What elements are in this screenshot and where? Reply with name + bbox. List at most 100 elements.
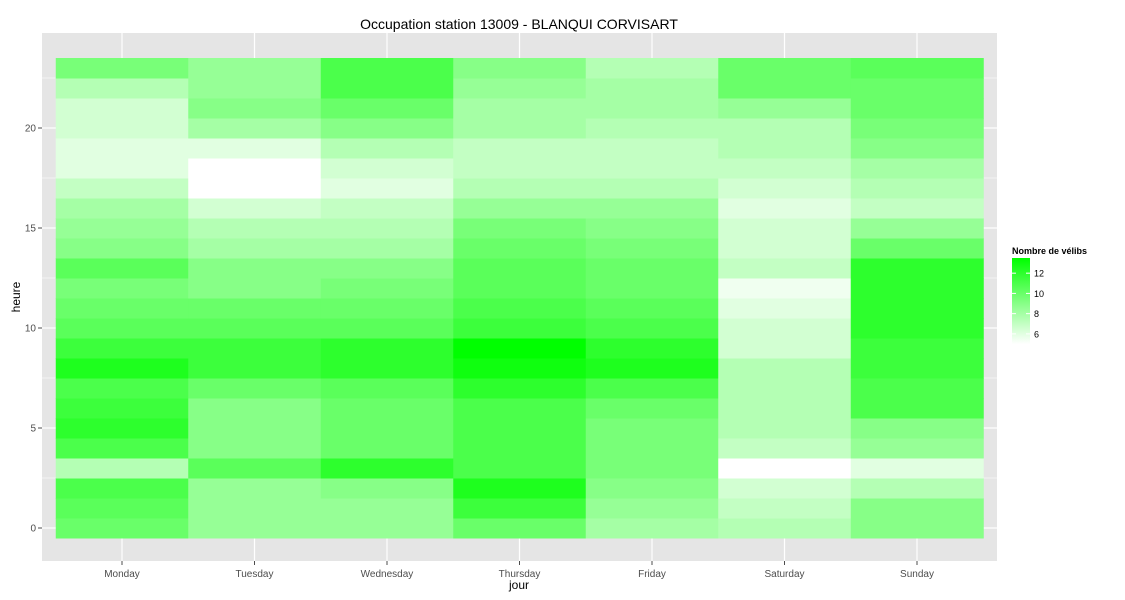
heatmap-cell: Thursday 13h: 10.5 — [453, 258, 587, 279]
heatmap-cell: Monday 1h: 10.5 — [55, 498, 189, 519]
heatmap-cell: Friday 0h: 8 — [585, 518, 719, 539]
heatmap-cell: Thursday 17h: 7.5 — [453, 178, 587, 199]
heatmap-cell: Tuesday 3h: 10.5 — [188, 458, 322, 479]
heatmap-cell: Tuesday 20h: 8 — [188, 118, 322, 139]
heatmap-cell: Sunday 7h: 11 — [850, 378, 984, 399]
x-tick-label: Tuesday — [236, 569, 274, 580]
heatmap-cell: Sunday 5h: 9 — [850, 418, 984, 439]
heatmap-cell: Thursday 22h: 8.5 — [453, 78, 587, 99]
heatmap-cell: Thursday 19h: 7 — [453, 138, 587, 159]
heatmap-cell: Tuesday 4h: 9 — [188, 438, 322, 459]
heatmap-cell: Sunday 9h: 11.5 — [850, 338, 984, 359]
heatmap-cell: Saturday 10h: 6.5 — [718, 318, 852, 339]
heatmap-cell: Sunday 19h: 9 — [850, 138, 984, 159]
heatmap-cell: Saturday 17h: 6.5 — [718, 178, 852, 199]
x-tick-label: Sunday — [900, 569, 934, 580]
heatmap-cell: Thursday 11h: 11 — [453, 298, 587, 319]
heatmap-cell: Tuesday 22h: 8.5 — [188, 78, 322, 99]
heatmap-cell: Saturday 7h: 7.5 — [718, 378, 852, 399]
heatmap-cell: Monday 14h: 9 — [55, 238, 189, 259]
heatmap-cell: Monday 20h: 6.5 — [55, 118, 189, 139]
legend-color-bar — [1012, 258, 1030, 344]
heatmap-cell: Wednesday 14h: 8 — [320, 238, 454, 259]
heatmap-cell: Tuesday 16h: 6.5 — [188, 198, 322, 219]
heatmap-cell: Thursday 21h: 8 — [453, 98, 587, 119]
heatmap-cell: Wednesday 16h: 7 — [320, 198, 454, 219]
y-axis: 0 5 10 15 20 — [25, 124, 42, 535]
heatmap-cell: Tuesday 12h: 9 — [188, 278, 322, 299]
heatmap-cell: Saturday 2h: 6.5 — [718, 478, 852, 499]
heatmap-cell: Sunday 15h: 8.5 — [850, 218, 984, 239]
heatmap-cell: Thursday 23h: 9 — [453, 58, 587, 79]
heatmap-cell: Friday 17h: 7.5 — [585, 178, 719, 199]
heatmap-cell: Tuesday 6h: 9 — [188, 398, 322, 419]
heatmap-cell: Friday 11h: 10.5 — [585, 298, 719, 319]
heatmap-cell: Monday 9h: 11.5 — [55, 338, 189, 359]
heatmap-cell: Monday 4h: 11 — [55, 438, 189, 459]
y-tick-label: 5 — [30, 424, 36, 435]
heatmap-cell: Tuesday 13h: 9 — [188, 258, 322, 279]
heatmap-cell: Friday 19h: 7 — [585, 138, 719, 159]
heatmap-cell: Friday 18h: 7 — [585, 158, 719, 179]
heatmap-cell: Monday 16h: 8 — [55, 198, 189, 219]
heatmap-cell: Wednesday 3h: 12 — [320, 458, 454, 479]
heatmap-cell: Wednesday 5h: 10 — [320, 418, 454, 439]
heatmap-cell: Friday 3h: 9.5 — [585, 458, 719, 479]
heatmap-cell: Friday 22h: 8 — [585, 78, 719, 99]
heatmap-cell: Saturday 23h: 10 — [718, 58, 852, 79]
heatmap-cell: Thursday 15h: 9.5 — [453, 218, 587, 239]
heatmap-cell: Saturday 19h: 7.5 — [718, 138, 852, 159]
heatmap-cell: Monday 3h: 7.5 — [55, 458, 189, 479]
heatmap-cell: Sunday 21h: 10 — [850, 98, 984, 119]
heatmap-cell: Sunday 13h: 12 — [850, 258, 984, 279]
heatmap-cell: Wednesday 11h: 10 — [320, 298, 454, 319]
heatmap-cell: Saturday 13h: 7 — [718, 258, 852, 279]
heatmap-cell: Wednesday 12h: 9.5 — [320, 278, 454, 299]
heatmap-cell: Tuesday 0h: 8.5 — [188, 518, 322, 539]
heatmap-cell: Thursday 8h: 13 — [453, 358, 587, 379]
heatmap-cell: Sunday 20h: 9.5 — [850, 118, 984, 139]
heatmap-cell: Wednesday 17h: 6 — [320, 178, 454, 199]
heatmap-cell: Friday 9h: 12 — [585, 338, 719, 359]
x-axis-title: jour — [508, 578, 529, 592]
heatmap-cell: Thursday 9h: 13.5 — [453, 338, 587, 359]
heatmap-cell: Friday 21h: 8 — [585, 98, 719, 119]
heatmap-cell: Tuesday 9h: 11.5 — [188, 338, 322, 359]
heatmap-cell: Tuesday 21h: 9 — [188, 98, 322, 119]
heatmap-cell: Monday 15h: 8.5 — [55, 218, 189, 239]
heatmap-cell: Monday 19h: 6 — [55, 138, 189, 159]
heatmap-cell: Wednesday 23h: 11 — [320, 58, 454, 79]
heatmap-cell: Thursday 3h: 11 — [453, 458, 587, 479]
heatmap-cell: Monday 13h: 10.5 — [55, 258, 189, 279]
heatmap-cell: Saturday 14h: 6.5 — [718, 238, 852, 259]
heatmap-cell: Saturday 22h: 10 — [718, 78, 852, 99]
heatmap-cell: Monday 0h: 10 — [55, 518, 189, 539]
heatmap-cell: Sunday 1h: 9 — [850, 498, 984, 519]
x-tick-label: Thursday — [499, 569, 541, 580]
heatmap-cell: Saturday 3h: 5 — [718, 458, 852, 479]
heatmap-cell: Sunday 4h: 8.5 — [850, 438, 984, 459]
heatmap-cell: Thursday 0h: 10 — [453, 518, 587, 539]
legend-ticks: 6 8 10 12 — [1012, 269, 1044, 339]
heatmap-cell: Sunday 0h: 9 — [850, 518, 984, 539]
heatmap-cell: Friday 10h: 11 — [585, 318, 719, 339]
heatmap-cell: Thursday 7h: 12 — [453, 378, 587, 399]
heatmap-cell: Saturday 15h: 6.5 — [718, 218, 852, 239]
heatmap-cell: Thursday 5h: 11 — [453, 418, 587, 439]
heatmap-cell: Tuesday 11h: 10 — [188, 298, 322, 319]
heatmap-cell: Friday 15h: 9 — [585, 218, 719, 239]
heatmap-cell: Saturday 16h: 6 — [718, 198, 852, 219]
heatmap-cell: Thursday 1h: 11.5 — [453, 498, 587, 519]
heatmap-cell: Thursday 10h: 11.5 — [453, 318, 587, 339]
heatmap-cell: Sunday 23h: 10.5 — [850, 58, 984, 79]
y-tick-label: 20 — [25, 124, 37, 135]
legend-tick-label: 12 — [1034, 269, 1044, 279]
heatmap-cell: Thursday 6h: 11 — [453, 398, 587, 419]
color-legend: Nombre de vélibs 6 8 10 12 — [1012, 246, 1087, 344]
heatmap-cell: Tuesday 8h: 11.5 — [188, 358, 322, 379]
heatmap-cell: Friday 12h: 10 — [585, 278, 719, 299]
y-tick-label: 10 — [25, 324, 37, 335]
heatmap-cell: Saturday 21h: 8.5 — [718, 98, 852, 119]
heatmap-cell: Monday 21h: 6.5 — [55, 98, 189, 119]
x-tick-label: Saturday — [764, 569, 804, 580]
